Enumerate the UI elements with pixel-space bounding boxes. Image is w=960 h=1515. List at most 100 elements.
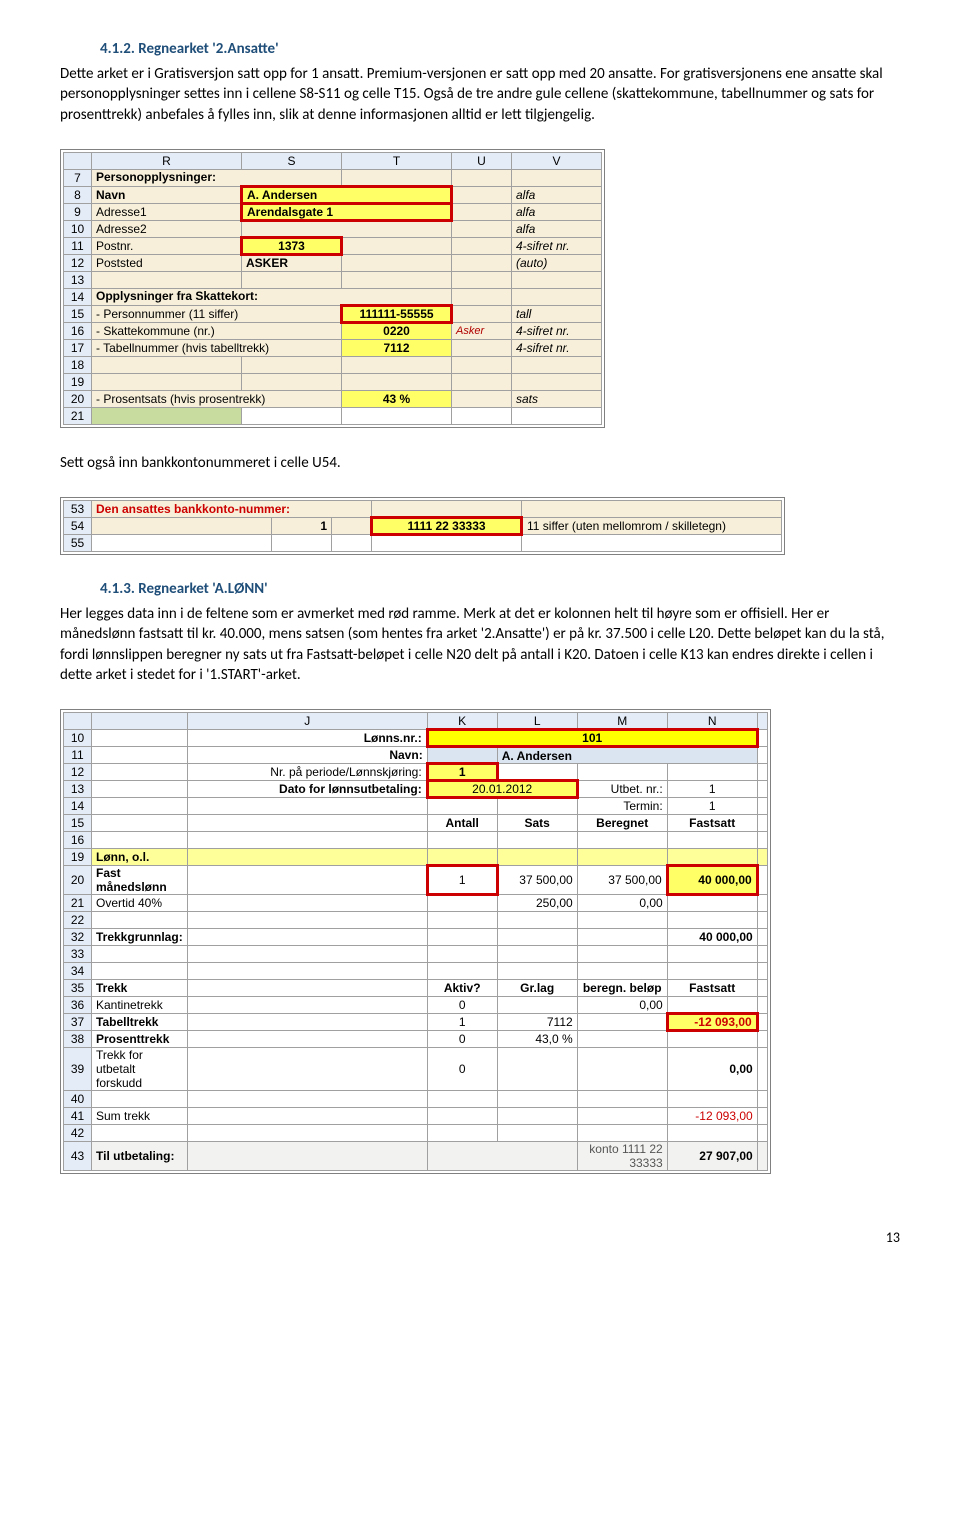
- cell: [452, 288, 512, 305]
- cell: - Skattekommune (nr.): [92, 322, 342, 339]
- row-header: 15: [64, 305, 92, 322]
- cell: [452, 407, 512, 424]
- cell: [577, 1031, 667, 1048]
- cell: [497, 832, 577, 849]
- cell: [577, 832, 667, 849]
- cell: [667, 1125, 757, 1142]
- cell: [757, 832, 767, 849]
- cell: [452, 373, 512, 390]
- cell: [757, 1142, 767, 1171]
- cell: [757, 997, 767, 1014]
- cell: 4-sifret nr.: [512, 322, 602, 339]
- col-header: S: [242, 152, 342, 169]
- row-header: 17: [64, 339, 92, 356]
- cell: [92, 815, 188, 832]
- cell: Trekkgrunnlag:: [92, 929, 188, 946]
- row-header: 7: [64, 169, 92, 186]
- cell: 40 000,00: [667, 866, 757, 895]
- row-header: 39: [64, 1048, 92, 1091]
- cell: [92, 764, 188, 781]
- cell: [577, 1048, 667, 1091]
- cell: Utbet. nr.:: [577, 781, 667, 798]
- col-header: [92, 713, 188, 730]
- cell: [187, 1125, 427, 1142]
- cell: 1373: [242, 237, 342, 254]
- cell: [577, 764, 667, 781]
- cell: [497, 946, 577, 963]
- row-header: 38: [64, 1031, 92, 1048]
- cell: [92, 535, 272, 552]
- cell: [757, 963, 767, 980]
- cell: Navn: [92, 186, 242, 203]
- cell: [577, 1108, 667, 1125]
- cell: [242, 356, 342, 373]
- row-header: 18: [64, 356, 92, 373]
- cell: -12 093,00: [667, 1108, 757, 1125]
- cell: konto 1111 22 33333: [577, 1142, 667, 1171]
- cell: [372, 501, 522, 518]
- cell: 0,00: [577, 997, 667, 1014]
- cell: Fastsatt: [667, 980, 757, 997]
- row-header: 16: [64, 322, 92, 339]
- col-header: [64, 152, 92, 169]
- cell: [577, 912, 667, 929]
- cell: [512, 407, 602, 424]
- cell: [497, 849, 577, 866]
- row-header: 53: [64, 501, 92, 518]
- cell: [577, 929, 667, 946]
- cell: [452, 339, 512, 356]
- cell: [512, 169, 602, 186]
- para-3: Her legges data inn i de feltene som er …: [60, 604, 900, 685]
- cell: Arendalsgate 1: [242, 203, 452, 220]
- cell: sats: [512, 390, 602, 407]
- cell: [92, 407, 242, 424]
- row-header: 15: [64, 815, 92, 832]
- cell: [332, 535, 372, 552]
- cell: [187, 1108, 427, 1125]
- cell: 11 siffer (uten mellomrom / skilletegn): [522, 518, 782, 535]
- cell: Poststed: [92, 254, 242, 271]
- cell: [92, 946, 188, 963]
- cell: [497, 1048, 577, 1091]
- cell: [497, 1125, 577, 1142]
- col-header: K: [427, 713, 497, 730]
- col-header: [757, 713, 767, 730]
- excel-table-2: 53Den ansattes bankkonto-nummer:5411111 …: [60, 497, 785, 555]
- para-1: Dette arket er i Gratisversjon satt opp …: [60, 64, 900, 125]
- cell: Antall: [427, 815, 497, 832]
- cell: Postnr.: [92, 237, 242, 254]
- cell: [667, 895, 757, 912]
- cell: 40 000,00: [667, 929, 757, 946]
- row-header: 10: [64, 220, 92, 237]
- cell: [667, 946, 757, 963]
- cell: [92, 518, 272, 535]
- row-header: 43: [64, 1142, 92, 1171]
- cell: [272, 535, 332, 552]
- cell: Adresse2: [92, 220, 242, 237]
- cell: [757, 929, 767, 946]
- cell: [757, 1031, 767, 1048]
- cell: [757, 895, 767, 912]
- cell: - Tabellnummer (hvis tabelltrekk): [92, 339, 342, 356]
- cell: [372, 535, 522, 552]
- cell: - Personnummer (11 siffer): [92, 305, 342, 322]
- cell: [757, 980, 767, 997]
- cell: Lønns.nr.:: [187, 730, 427, 747]
- cell: [512, 288, 602, 305]
- cell: Den ansattes bankkonto-nummer:: [92, 501, 372, 518]
- cell: 0: [427, 1048, 497, 1091]
- cell: alfa: [512, 186, 602, 203]
- cell: [757, 1125, 767, 1142]
- cell: [427, 798, 497, 815]
- cell: [757, 1048, 767, 1091]
- cell: [187, 1014, 427, 1031]
- row-header: 19: [64, 849, 92, 866]
- cell: [342, 237, 452, 254]
- cell: [497, 963, 577, 980]
- cell: 43 %: [342, 390, 452, 407]
- cell: 0,00: [577, 895, 667, 912]
- cell: 37 500,00: [497, 866, 577, 895]
- cell: -12 093,00: [667, 1014, 757, 1031]
- cell: [427, 1142, 577, 1171]
- col-header: M: [577, 713, 667, 730]
